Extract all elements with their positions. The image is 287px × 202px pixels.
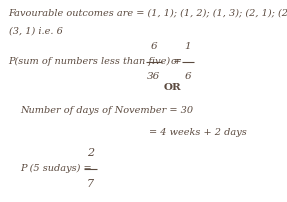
Text: 6: 6 [185, 72, 191, 81]
Text: 6: 6 [150, 42, 157, 51]
Text: Favourable outcomes are = (1, 1); (1, 2); (1, 3); (2, 1); (2, 2): Favourable outcomes are = (1, 1); (1, 2)… [9, 9, 287, 18]
Text: or: or [171, 57, 181, 66]
Text: 7: 7 [87, 179, 94, 189]
Text: P (5 sudays) =: P (5 sudays) = [20, 164, 92, 173]
Text: Number of days of November = 30: Number of days of November = 30 [20, 106, 193, 115]
Text: 1: 1 [185, 42, 191, 51]
Text: = 4 weeks + 2 days: = 4 weeks + 2 days [149, 128, 247, 137]
Text: P(sum of numbers less than five) =: P(sum of numbers less than five) = [9, 57, 182, 66]
Text: 36: 36 [147, 72, 160, 81]
Text: 2: 2 [87, 148, 94, 158]
Text: OR: OR [163, 83, 181, 92]
Text: (3, 1) i.e. 6: (3, 1) i.e. 6 [9, 27, 63, 36]
